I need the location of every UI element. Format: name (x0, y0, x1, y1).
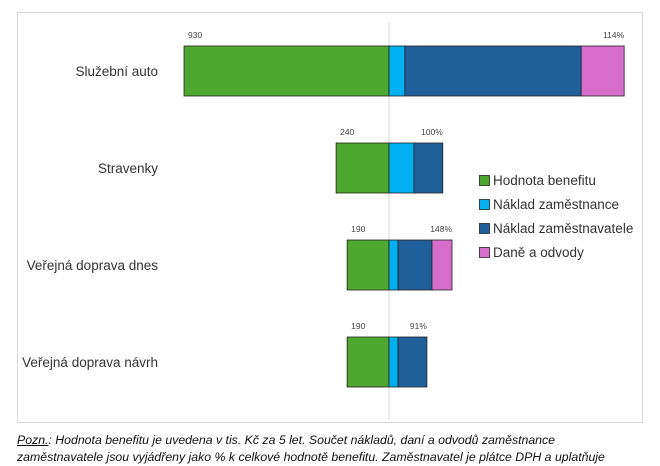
category-label: Veřejná doprava dnes (27, 258, 159, 273)
footnote-text: : Hodnota benefitu je uvedena v tis. Kč … (48, 433, 556, 447)
bar-segment-hodnota-benefitu (346, 336, 390, 388)
legend-label: Daně a odvody (493, 245, 584, 260)
bar-segment-náklad-zaměstnance (388, 45, 406, 97)
category-label: Veřejná doprava návrh (22, 355, 158, 370)
category-label: Služební auto (75, 64, 158, 79)
legend-swatch (479, 175, 490, 186)
value-label-left: 190 (351, 321, 365, 331)
value-label-right: 148% (430, 224, 452, 234)
bar-segment-náklad-zaměstnavatele (397, 239, 433, 291)
bar-segment-náklad-zaměstnavatele (397, 336, 428, 388)
value-label-right: 114% (603, 30, 625, 40)
bar-segment-hodnota-benefitu (183, 45, 390, 97)
value-label-right: 91% (410, 321, 427, 331)
bar-segment-náklad-zaměstnavatele (404, 45, 582, 97)
bar-segment-náklad-zaměstnavatele (413, 142, 444, 194)
value-label-right: 100% (421, 127, 443, 137)
footnote: Pozn.: Hodnota benefitu je uvedena v tis… (17, 432, 643, 466)
legend-swatch (479, 223, 490, 234)
category-label: Stravenky (98, 161, 158, 176)
legend-swatch (479, 199, 490, 210)
value-label-left: 240 (340, 127, 354, 137)
footnote-prefix: Pozn. (17, 433, 49, 447)
bar-segment-náklad-zaměstnance (388, 336, 399, 388)
bar-segment-náklad-zaměstnance (388, 142, 415, 194)
bar-segment-hodnota-benefitu (335, 142, 390, 194)
value-label-left: 190 (351, 224, 365, 234)
legend-label: Hodnota benefitu (493, 173, 596, 188)
bar-segment-daně-a-odvody (431, 239, 453, 291)
bar-segment-hodnota-benefitu (346, 239, 390, 291)
bar-segment-daně-a-odvody (580, 45, 625, 97)
footnote-line2: zaměstnavatele jsou vyjádřeny jako % k c… (17, 450, 605, 464)
legend-swatch (479, 247, 490, 258)
value-label-left: 930 (188, 30, 202, 40)
bar-segment-náklad-zaměstnance (388, 239, 399, 291)
legend-label: Náklad zaměstnavatele (493, 221, 633, 236)
legend-label: Náklad zaměstnance (493, 197, 619, 212)
